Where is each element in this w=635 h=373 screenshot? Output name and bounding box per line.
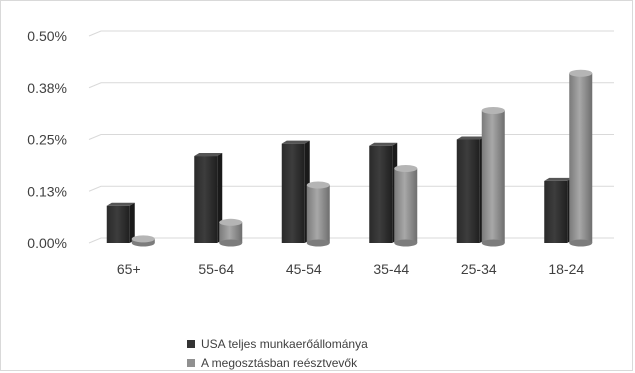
y-tick-label: 0.00% <box>27 235 67 251</box>
legend-swatch-series-2 <box>187 358 195 367</box>
x-category-label: 45-54 <box>286 261 322 277</box>
bar-sharing-participants-65+ <box>131 235 155 247</box>
x-category-label: 25-34 <box>461 261 497 277</box>
bar-sharing-participants-45-54 <box>306 181 330 247</box>
y-axis-ticks: 0.00% 0.13% 0.25% 0.38% 0.50% <box>27 28 67 251</box>
bar-usa-workforce-18-24 <box>544 177 573 243</box>
gridline <box>88 237 614 244</box>
legend: USA teljes munkaerőállománya A megosztás… <box>187 334 368 372</box>
bar-sharing-participants-25-34 <box>481 107 505 247</box>
x-category-label: 35-44 <box>373 261 409 277</box>
x-axis-categories: 65+ 55-64 45-54 35-44 25-34 18-24 <box>117 261 584 277</box>
legend-item-series-1: USA teljes munkaerőállománya <box>187 334 368 353</box>
bar-sharing-participants-35-44 <box>394 164 418 247</box>
gridline <box>88 30 614 37</box>
bar-usa-workforce-35-44 <box>369 142 398 243</box>
x-category-label: 18-24 <box>548 261 584 277</box>
y-tick-label: 0.25% <box>27 132 67 148</box>
y-tick-label: 0.13% <box>27 183 67 199</box>
legend-label-series-1: USA teljes munkaerőállománya <box>201 336 368 351</box>
bars <box>106 69 593 247</box>
legend-item-series-2: A megosztásban reésztvevők <box>187 353 368 372</box>
x-category-label: 65+ <box>117 261 141 277</box>
legend-label-series-2: A megosztásban reésztvevők <box>201 355 358 370</box>
bar-sharing-participants-18-24 <box>569 69 593 247</box>
gridline <box>88 82 614 89</box>
gridlines <box>88 30 614 244</box>
bar-usa-workforce-55-64 <box>194 153 223 243</box>
x-category-label: 55-64 <box>198 261 234 277</box>
legend-swatch-series-1 <box>187 339 195 348</box>
y-tick-label: 0.38% <box>27 80 67 96</box>
y-tick-label: 0.50% <box>27 28 67 44</box>
chart-plot: 0.00% 0.13% 0.25% 0.38% 0.50% 65+ 55-64 45-54 3… <box>27 28 614 277</box>
bar-usa-workforce-65+ <box>106 202 135 243</box>
gridline <box>88 185 614 192</box>
gridline <box>88 134 614 140</box>
bar-usa-workforce-25-34 <box>456 136 485 243</box>
bar-sharing-participants-55-64 <box>219 218 243 247</box>
bar-usa-workforce-45-54 <box>281 140 310 243</box>
